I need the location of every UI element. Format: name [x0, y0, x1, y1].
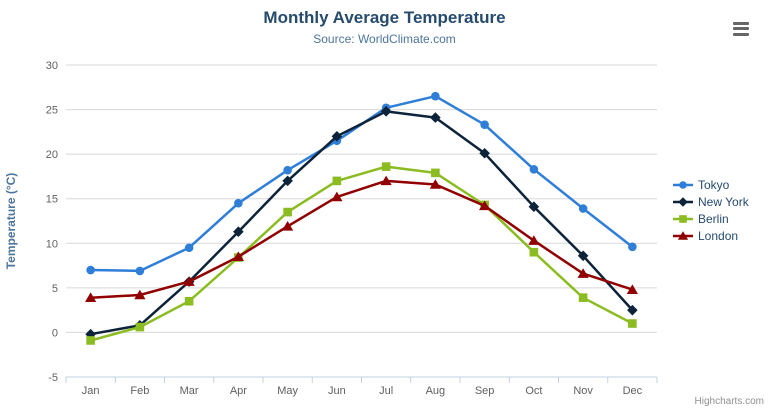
data-point-london[interactable]: [282, 221, 294, 231]
series-line-london[interactable]: [89, 179, 634, 299]
data-point-tokyo[interactable]: [234, 198, 243, 208]
data-point-tokyo[interactable]: [431, 91, 440, 101]
data-point-london[interactable]: [183, 276, 195, 286]
y-axis-tick-label: 20: [46, 149, 58, 161]
data-point-new-york[interactable]: [627, 304, 638, 316]
data-point-new-york[interactable]: [430, 112, 441, 123]
data-point-london[interactable]: [232, 251, 244, 261]
data-point-london[interactable]: [85, 292, 97, 302]
legend-marker-tokyo[interactable]: [679, 180, 687, 189]
data-point-berlin[interactable]: [135, 322, 145, 332]
x-axis-tick-label: May: [277, 385, 298, 397]
data-point-tokyo[interactable]: [529, 164, 539, 174]
y-axis-tick-label: 30: [46, 60, 58, 72]
legend-label: Tokyo: [698, 177, 730, 192]
legend-item-new-york[interactable]: New York: [673, 193, 749, 210]
data-point-tokyo[interactable]: [628, 242, 637, 252]
data-point-london[interactable]: [577, 268, 589, 278]
data-point-london[interactable]: [479, 200, 491, 211]
x-axis-tick-label: Jan: [82, 385, 100, 397]
y-axis-tick-label: 5: [52, 283, 58, 295]
y-axis-title: Temperature (°C): [4, 173, 18, 270]
chart-title: Monthly Average Temperature: [263, 8, 506, 27]
legend: Tokyo New York Berlin London: [673, 176, 749, 244]
y-axis-tick-label: 0: [52, 327, 58, 339]
data-point-tokyo[interactable]: [184, 243, 194, 253]
data-point-berlin[interactable]: [381, 162, 391, 171]
data-point-london[interactable]: [626, 284, 638, 294]
data-point-berlin[interactable]: [86, 336, 95, 345]
legend-marker-circle-icon: [673, 180, 693, 189]
hamburger-icon: [733, 21, 751, 36]
x-axis-tick-label: Sep: [475, 385, 495, 397]
data-point-berlin[interactable]: [184, 296, 194, 306]
data-point-berlin[interactable]: [283, 207, 292, 217]
series-london: [85, 175, 638, 302]
series-tokyo: [86, 91, 637, 276]
legend-marker-new-york[interactable]: [678, 196, 688, 207]
series-line-berlin[interactable]: [89, 165, 634, 342]
credits-link[interactable]: Highcharts.com: [694, 396, 764, 407]
legend-item-london[interactable]: London: [673, 227, 749, 244]
data-point-tokyo[interactable]: [283, 165, 292, 175]
series-line-tokyo[interactable]: [89, 94, 634, 273]
chart-subtitle: Source: WorldClimate.com: [313, 32, 456, 46]
data-point-berlin[interactable]: [529, 247, 539, 257]
data-point-london[interactable]: [134, 289, 146, 300]
x-axis-tick-label: Apr: [230, 385, 247, 397]
data-point-london[interactable]: [380, 175, 392, 186]
data-point-tokyo[interactable]: [135, 266, 145, 276]
data-point-new-york[interactable]: [331, 131, 343, 142]
data-point-new-york[interactable]: [282, 175, 293, 187]
legend-item-berlin[interactable]: Berlin: [673, 210, 749, 227]
x-axis-tick-label: Jun: [328, 385, 346, 397]
x-axis-tick-label: Dec: [623, 385, 643, 397]
legend-label: Berlin: [698, 211, 729, 226]
legend-item-tokyo[interactable]: Tokyo: [673, 176, 749, 193]
data-point-tokyo[interactable]: [86, 265, 95, 275]
y-axis-tick-label: 10: [46, 238, 58, 250]
export-menu-button[interactable]: [731, 17, 753, 38]
x-axis-tick-label: Feb: [130, 385, 149, 397]
legend-marker-london[interactable]: [677, 230, 689, 240]
data-point-new-york[interactable]: [577, 250, 589, 262]
series-new-york: [85, 106, 638, 340]
data-point-berlin[interactable]: [431, 168, 440, 178]
data-point-new-york[interactable]: [380, 106, 392, 117]
x-axis-tick-label: Jul: [379, 385, 393, 397]
data-point-new-york[interactable]: [233, 226, 244, 237]
legend-marker-triangle-icon: [673, 230, 693, 240]
data-point-berlin[interactable]: [332, 176, 342, 186]
x-axis-tick-label: Mar: [180, 385, 199, 397]
legend-marker-diamond-icon: [673, 196, 693, 207]
x-axis-tick-label: Nov: [573, 385, 593, 397]
data-point-new-york[interactable]: [479, 147, 490, 159]
data-point-tokyo[interactable]: [480, 120, 489, 130]
x-axis-tick-label: Oct: [525, 385, 542, 397]
y-axis-tick-label: 25: [46, 105, 58, 117]
y-axis-tick-label: 15: [46, 194, 58, 206]
legend-label: London: [698, 228, 739, 243]
data-point-london[interactable]: [429, 179, 441, 189]
data-point-tokyo[interactable]: [578, 204, 588, 213]
data-point-berlin[interactable]: [628, 319, 637, 328]
series-line-new-york[interactable]: [89, 110, 634, 336]
data-point-berlin[interactable]: [578, 293, 588, 302]
x-axis-tick-label: Aug: [426, 385, 446, 397]
data-point-london[interactable]: [528, 235, 540, 245]
legend-marker-square-icon: [673, 214, 693, 223]
y-axis-tick-label: -5: [48, 372, 58, 384]
legend-marker-berlin[interactable]: [679, 214, 687, 223]
legend-label: New York: [698, 194, 749, 209]
data-point-london[interactable]: [331, 191, 343, 202]
data-point-new-york[interactable]: [528, 201, 540, 213]
